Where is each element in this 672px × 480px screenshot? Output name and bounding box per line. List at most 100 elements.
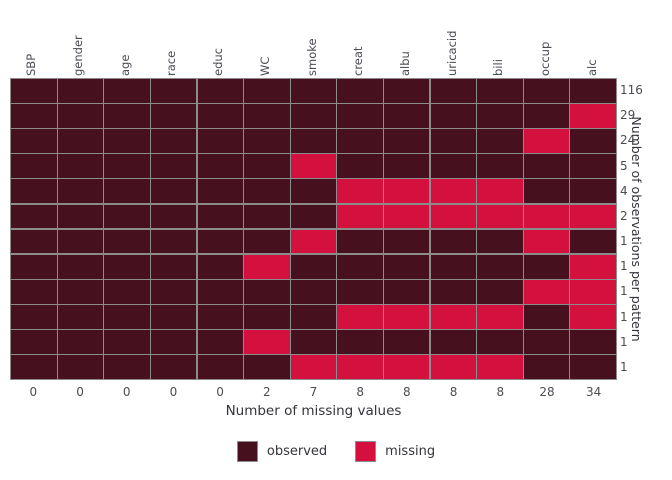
- heatmap-cell: [11, 254, 57, 279]
- heatmap-cell: [570, 129, 616, 154]
- heatmap-cell: [383, 229, 430, 254]
- column-header-bili: bili: [491, 59, 506, 76]
- heatmap-cell: [430, 129, 476, 154]
- legend-item-missing: missing: [355, 441, 435, 462]
- row-count-label: 1: [620, 359, 628, 374]
- heatmap-cell: [477, 129, 523, 154]
- legend-swatch-observed: [236, 441, 258, 462]
- heatmap-cell: [477, 154, 523, 179]
- column-header-wc: WC: [257, 56, 272, 76]
- heatmap-cell: [150, 329, 197, 354]
- row-count-label: 4: [620, 183, 628, 198]
- heatmap-cell: [57, 179, 104, 204]
- heatmap-cell: [197, 329, 243, 354]
- heatmap-cell: [244, 329, 290, 354]
- heatmap-cell: [337, 329, 383, 354]
- heatmap-cell: [337, 229, 383, 254]
- x-axis-tick: 2: [262, 385, 271, 399]
- row-count-label: 24: [620, 133, 636, 148]
- heatmap-cell: [570, 204, 616, 229]
- column-header-alc: alc: [584, 59, 599, 76]
- heatmap-cell: [104, 229, 150, 254]
- heatmap-cell: [523, 254, 570, 279]
- heatmap-cell: [197, 254, 243, 279]
- heatmap-cell: [290, 154, 337, 179]
- heatmap-cell: [430, 79, 476, 104]
- heatmap-cell: [570, 254, 616, 279]
- heatmap-cell: [197, 154, 243, 179]
- legend-label-missing: missing: [385, 444, 436, 459]
- heatmap-cell: [383, 79, 430, 104]
- heatmap-cell: [150, 229, 197, 254]
- heatmap-cell: [197, 229, 243, 254]
- heatmap-cell: [57, 354, 104, 379]
- heatmap-cell: [150, 254, 197, 279]
- heatmap-cell: [244, 204, 290, 229]
- heatmap-cell: [523, 354, 570, 379]
- x-axis-tick: 8: [449, 385, 458, 399]
- heatmap-cell: [383, 179, 430, 204]
- heatmap-cell: [57, 154, 104, 179]
- heatmap-cell: [104, 329, 150, 354]
- heatmap-cell: [104, 154, 150, 179]
- heatmap-cell: [290, 229, 337, 254]
- heatmap-cell: [290, 79, 337, 104]
- heatmap-cell: [150, 279, 197, 304]
- heatmap-cell: [430, 304, 476, 329]
- heatmap-cell: [11, 104, 57, 129]
- heatmap-cell: [523, 154, 570, 179]
- heatmap-cell: [57, 204, 104, 229]
- heatmap-cell: [430, 204, 476, 229]
- heatmap-cell: [290, 204, 337, 229]
- x-axis-tick: 28: [539, 385, 555, 399]
- x-axis-tick: 34: [586, 385, 602, 399]
- heatmap-cell: [430, 154, 476, 179]
- column-header-uricacid: uricacid: [444, 30, 459, 76]
- heatmap-cell: [104, 204, 150, 229]
- heatmap-cell: [150, 154, 197, 179]
- heatmap-cell: [11, 304, 57, 329]
- y-axis-title: Number of observations per pattern: [629, 116, 644, 342]
- heatmap-cell: [104, 129, 150, 154]
- heatmap-cell: [570, 179, 616, 204]
- heatmap-cell: [11, 154, 57, 179]
- x-axis-tick: 0: [76, 385, 84, 399]
- heatmap-cell: [197, 179, 243, 204]
- heatmap-cell: [383, 329, 430, 354]
- heatmap-cell: [337, 279, 383, 304]
- heatmap-cell: [570, 329, 616, 354]
- heatmap-cell: [57, 104, 104, 129]
- x-axis-tick-labels: 0 0 0 0 0 2 7 8 8 8 8 28 34: [10, 383, 617, 401]
- row-count-label: 1: [620, 234, 628, 248]
- heatmap-cell: [477, 204, 523, 229]
- heatmap-cell: [57, 279, 104, 304]
- heatmap-cell: [523, 179, 570, 204]
- heatmap-cell: [244, 104, 290, 129]
- heatmap-cell: [197, 129, 243, 154]
- heatmap-cell: [430, 179, 476, 204]
- x-axis-tick: 8: [403, 385, 411, 399]
- heatmap-cell: [570, 229, 616, 254]
- legend-label-observed: observed: [266, 444, 328, 459]
- heatmap-cell: [477, 279, 523, 304]
- heatmap-cell: [290, 104, 337, 129]
- heatmap-cell: [150, 104, 197, 129]
- heatmap-cell: [290, 129, 337, 154]
- heatmap-cell: [57, 254, 104, 279]
- heatmap-cell: [337, 204, 383, 229]
- heatmap-cell: [570, 154, 616, 179]
- heatmap-cell: [57, 304, 104, 329]
- heatmap-cell: [57, 129, 104, 154]
- column-header-age: age: [117, 54, 132, 76]
- heatmap-cell: [104, 104, 150, 129]
- heatmap-cell: [197, 79, 243, 104]
- heatmap-cell: [477, 329, 523, 354]
- heatmap-cell: [104, 279, 150, 304]
- heatmap-cell: [150, 354, 197, 379]
- heatmap-cell: [11, 229, 57, 254]
- column-header-educ: educ: [211, 48, 226, 76]
- column-header-gender: gender: [71, 35, 86, 76]
- row-count-axis: 116 29 24 5 4 2 1 1 1 1 1 1: [620, 78, 650, 380]
- heatmap-cell: [290, 304, 337, 329]
- heatmap-cell: [244, 304, 290, 329]
